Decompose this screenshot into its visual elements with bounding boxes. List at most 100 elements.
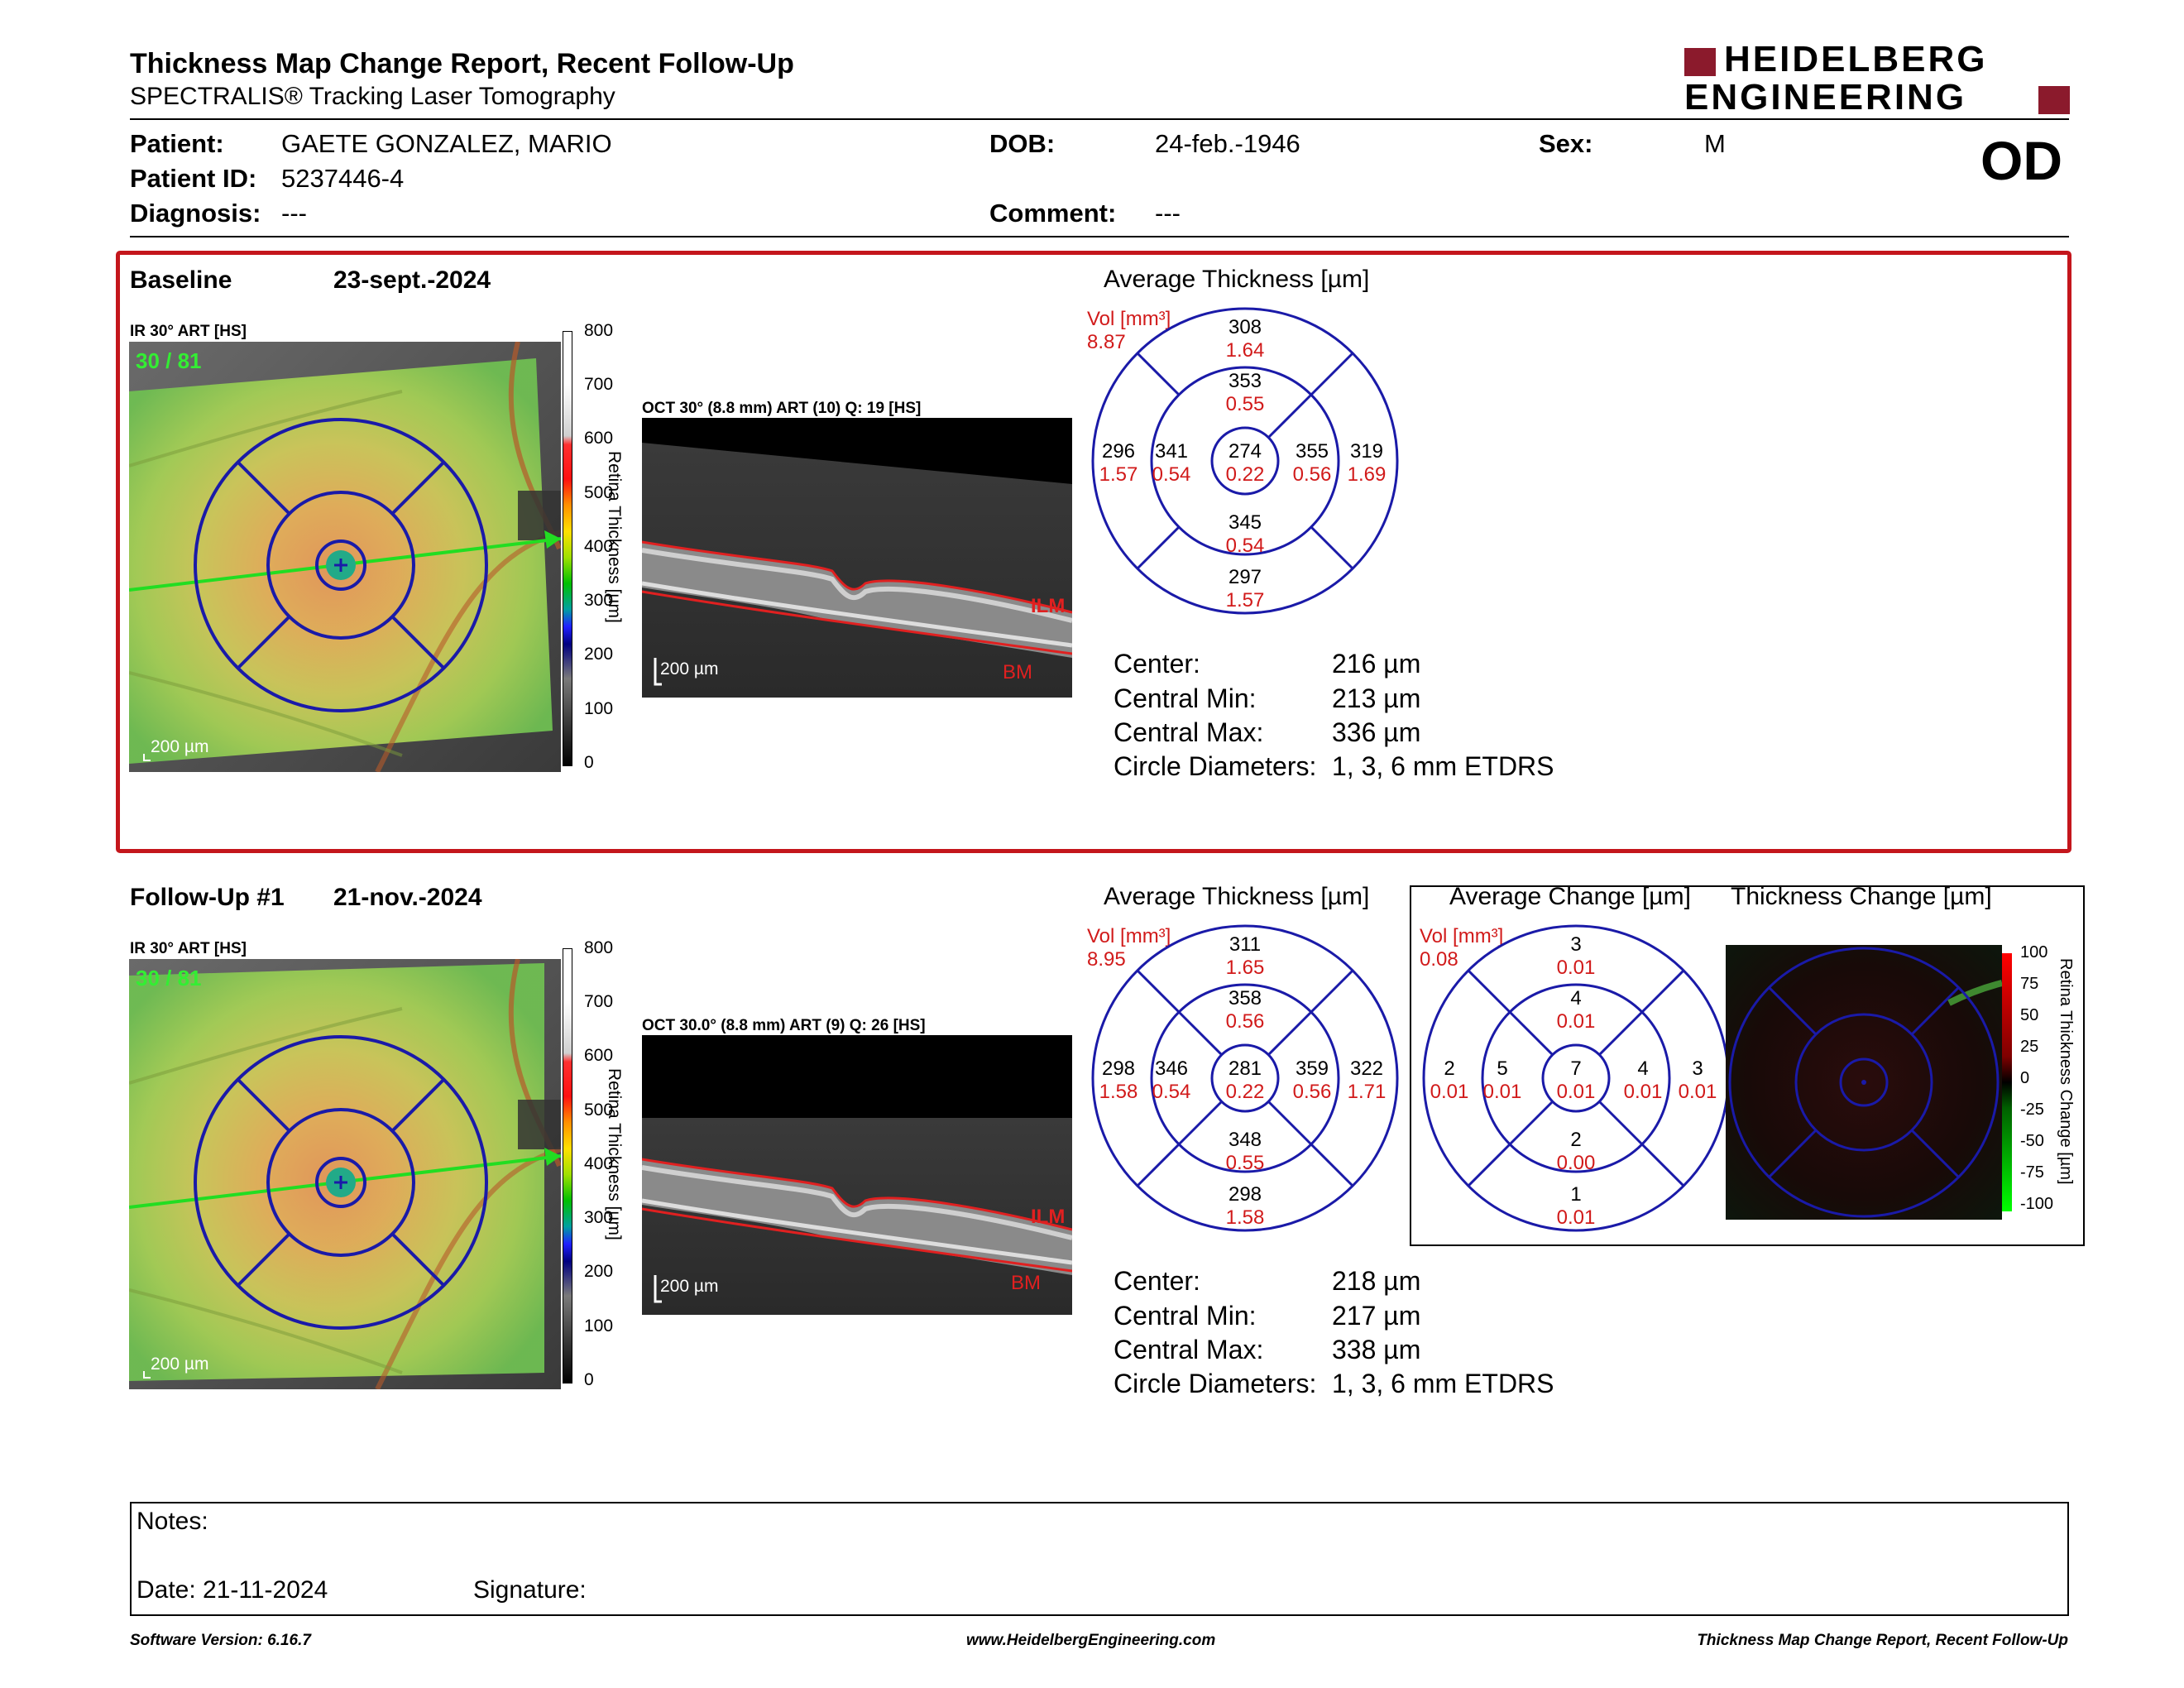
followup-ir-image: 30 / 81 200 µm [129,959,561,1389]
baseline-oct-scale: 200 µm [660,659,719,679]
baseline-ilm-label: ILM [1031,595,1066,617]
change-scale-axis-label: Retina Thickness Change [µm] [2057,958,2075,1185]
change-tick: 25 [2020,1038,2039,1056]
scale-tick: 600 [584,1046,614,1065]
followup-oct-image: ILM BM 200 µm [642,1035,1072,1315]
sector-volume: 0.54 [1225,535,1265,557]
sector-volume-change: 0.01 [1556,957,1596,979]
scale-tick: 0 [584,753,594,772]
sector-change: 5 [1497,1057,1508,1080]
sector-volume-change: 0.00 [1556,1152,1596,1174]
sector-thickness: 341 [1154,440,1189,463]
scale-tick: 300 [584,591,614,610]
sex-label: Sex: [1539,129,1593,158]
change-tick: -25 [2020,1101,2044,1119]
change-vol-value: 0.08 [1420,948,1458,971]
sector-thickness: 298 [1101,1057,1136,1080]
change-tick: -50 [2020,1132,2044,1150]
followup-scale-axis-label: Retina Thickness [µm] [605,1068,624,1240]
report-title: Thickness Map Change Report, Recent Foll… [130,48,794,79]
stat-label: Center: [1114,649,1200,679]
baseline-date: 23-sept.-2024 [333,266,491,294]
scale-tick: 500 [584,483,614,502]
sector-volume-change: 0.01 [1556,1206,1596,1229]
sector-volume: 1.71 [1347,1081,1387,1103]
scale-tick: 300 [584,1208,614,1227]
sector-volume: 0.54 [1152,1081,1191,1103]
scale-tick: 700 [584,992,614,1011]
stat-label: Center: [1114,1266,1200,1296]
sector-volume: 1.58 [1225,1206,1265,1229]
stat-label: Circle Diameters: [1114,751,1317,781]
scale-tick: 800 [584,938,614,957]
stat-value: 338 µm [1332,1335,1421,1364]
followup-ilm-label: ILM [1031,1206,1066,1228]
change-tick: -100 [2020,1195,2054,1213]
sector-change: 4 [1570,987,1582,1009]
sector-thickness: 348 [1228,1129,1262,1151]
scale-tick: 200 [584,645,614,664]
scale-tick: 0 [584,1370,594,1389]
sector-change: 3 [1570,933,1582,956]
followup-thickness-scale [563,948,572,1383]
sector-change: 2 [1570,1129,1582,1151]
sector-thickness: 345 [1228,511,1262,534]
change-vol-label: Vol [mm³] [1420,925,1504,947]
sector-volume-change: 0.01 [1556,1081,1596,1103]
stat-value: 1, 3, 6 mm ETDRS [1332,751,1554,781]
sector-thickness: 311 [1228,933,1262,956]
sector-volume-change: 0.01 [1556,1010,1596,1033]
sector-volume: 1.69 [1347,463,1387,486]
baseline-ir-label: IR 30° ART [HS] [130,323,247,340]
sector-thickness: 297 [1228,566,1262,588]
scale-tick: 500 [584,1101,614,1120]
baseline-label: Baseline [130,266,232,294]
followup-etdrs-grid [1090,923,1400,1233]
baseline-ir-overlay: 30 / 81 [136,348,202,373]
change-color-scale [2002,953,2012,1211]
notes-box[interactable] [130,1502,2069,1616]
change-tick: 100 [2020,943,2048,961]
stat-label: Central Max: [1114,717,1264,747]
followup-vol-value: 8.95 [1087,948,1126,971]
sector-volume: 0.56 [1292,1081,1332,1103]
logo-line1: HEIDELBERG [1724,39,1988,79]
sector-volume: 1.57 [1099,463,1138,486]
followup-oct-label: OCT 30.0° (8.8 mm) ART (9) Q: 26 [HS] [642,1017,926,1034]
change-tick: -75 [2020,1163,2044,1182]
dob-label: DOB: [989,129,1056,158]
patient-id-label: Patient ID: [130,164,257,193]
sector-thickness: 308 [1228,316,1262,338]
followup-ir-overlay: 30 / 81 [136,966,202,990]
baseline-avg-title: Average Thickness [µm] [1104,266,1370,293]
sector-volume-change: 0.01 [1482,1081,1522,1103]
sector-volume: 0.56 [1225,1010,1265,1033]
sector-volume: 1.65 [1225,957,1265,979]
scale-tick: 100 [584,1316,614,1336]
comment-value: --- [1155,199,1181,228]
sector-thickness: 296 [1101,440,1136,463]
stat-label: Central Min: [1114,683,1257,713]
stat-value: 1, 3, 6 mm ETDRS [1332,1369,1554,1398]
sector-change: 7 [1570,1057,1582,1080]
stat-value: 213 µm [1332,683,1421,713]
sector-change: 4 [1637,1057,1649,1080]
baseline-ir-image: 30 / 81 200 µm [129,342,561,772]
patient-id: 5237446-4 [281,164,405,193]
scale-tick: 800 [584,321,614,340]
change-panel [1410,885,2085,1246]
sex-value: M [1704,129,1726,158]
scale-tick: 600 [584,429,614,448]
logo-line2: ENGINEERING [1684,77,1967,117]
patient-label: Patient: [130,129,224,158]
sector-volume: 0.55 [1225,393,1265,415]
sector-thickness: 274 [1228,440,1262,463]
thickness-change-map [1726,945,2002,1220]
report-subtitle: SPECTRALIS® Tracking Laser Tomography [130,83,615,110]
baseline-oct-image: ILM BM 200 µm [642,418,1072,698]
followup-bm-label: BM [1011,1272,1041,1294]
sector-change: 1 [1570,1183,1582,1206]
website-link[interactable]: www.HeidelbergEngineering.com [966,1632,1216,1649]
patient-name: GAETE GONZALEZ, MARIO [281,129,612,158]
sector-thickness: 358 [1228,987,1262,1009]
